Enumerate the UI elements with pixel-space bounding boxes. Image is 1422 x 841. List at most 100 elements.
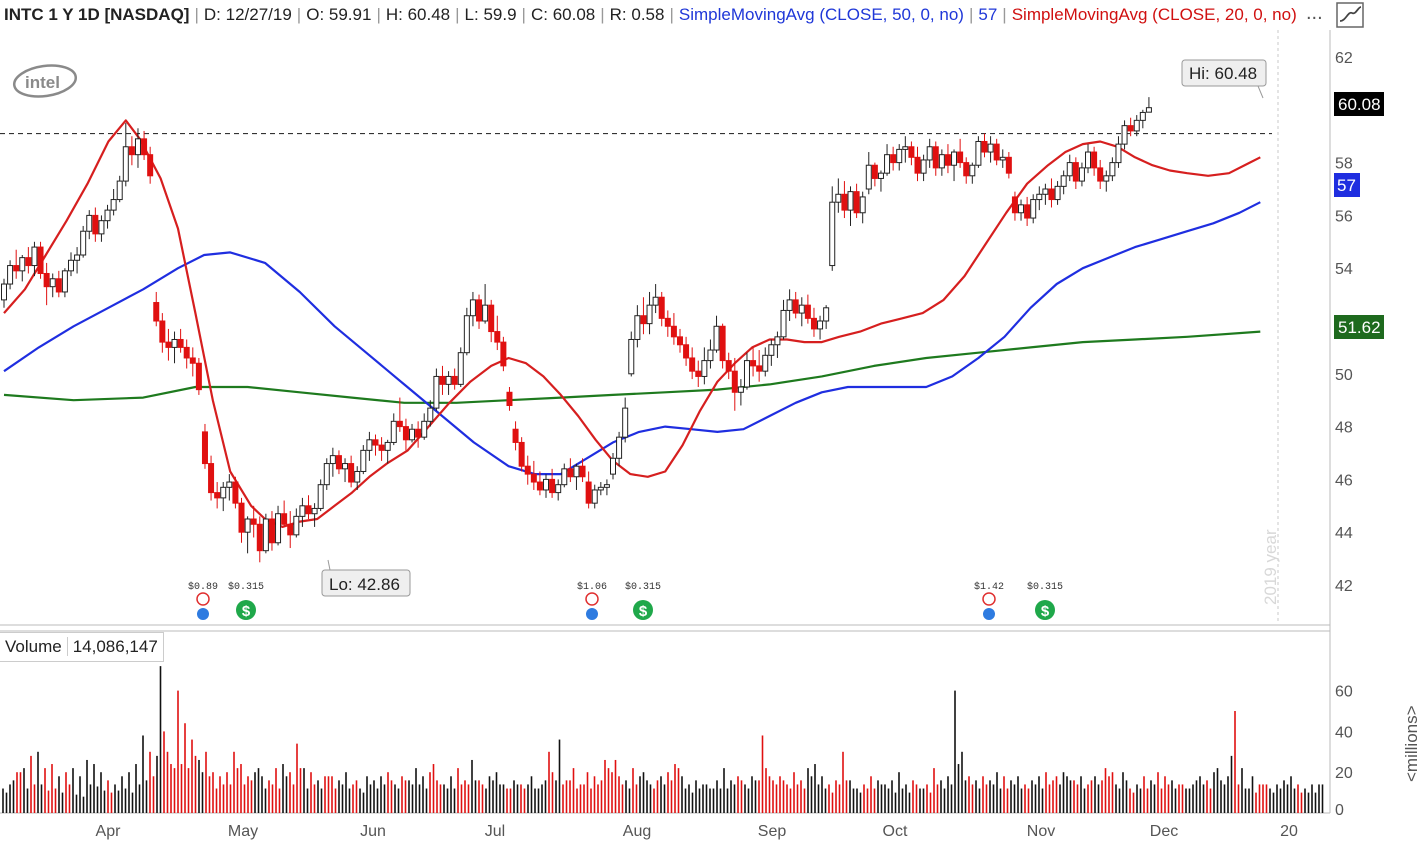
candle-body: [817, 320, 824, 330]
candle-body: [19, 257, 26, 272]
candle-body: [798, 304, 805, 314]
candle-body: [670, 325, 677, 338]
sma20-study-label[interactable]: SimpleMovingAvg (CLOSE, 20, 0, no): [1011, 5, 1297, 24]
candle-body: [737, 386, 744, 393]
candle-body: [110, 199, 117, 211]
x-tick-label: May: [228, 823, 258, 840]
candle-body: [268, 518, 275, 544]
candle-body: [396, 420, 403, 428]
candle-body: [823, 307, 830, 322]
earnings-event-marker[interactable]: $0.89: [188, 581, 218, 620]
candle-body: [999, 156, 1006, 161]
candle-body: [926, 146, 933, 161]
ohlc-range: R: 0.58: [609, 5, 665, 24]
candle-body: [1133, 119, 1140, 132]
candle-body: [567, 468, 574, 478]
earnings-event-marker[interactable]: $1.06: [577, 581, 607, 620]
candle-body: [37, 246, 44, 274]
candle-body: [524, 465, 531, 475]
candle-body: [189, 357, 196, 364]
volume-legend: Volume 14,086,147: [0, 632, 164, 662]
candle-body: [500, 341, 507, 367]
candle-body: [122, 146, 129, 182]
candle-body: [250, 518, 257, 525]
sma50-study-label[interactable]: SimpleMovingAvg (CLOSE, 50, 0, no): [678, 5, 964, 24]
candle-body: [86, 214, 93, 232]
candle-body: [104, 209, 111, 222]
dividend-event-marker[interactable]: $0.315 $: [625, 581, 661, 620]
candle-body: [1139, 111, 1146, 121]
volume-tick-label: 20: [1335, 765, 1353, 782]
candle-body: [908, 146, 915, 158]
x-tick-label: Oct: [883, 823, 908, 840]
sma50-study-value: 57: [978, 5, 998, 24]
x-tick-label: 20: [1280, 823, 1298, 840]
candle-body: [153, 302, 160, 322]
candle-body: [1030, 199, 1037, 219]
candle-body: [134, 138, 141, 156]
sma50-badge: [1334, 173, 1360, 197]
candle-body: [561, 468, 568, 486]
info-icon: [983, 608, 995, 620]
candle-body: [1097, 167, 1104, 182]
candle-body: [1, 283, 7, 301]
dividend-event-marker[interactable]: $0.315 $: [1027, 581, 1063, 620]
more-menu-icon[interactable]: ...: [1306, 2, 1323, 24]
candle-body: [287, 523, 294, 536]
candle-body: [597, 486, 604, 491]
candle-body: [159, 320, 166, 343]
x-tick-label: Sep: [758, 823, 787, 840]
candle-body: [1011, 196, 1018, 214]
candle-body: [859, 196, 866, 214]
candle-body: [1005, 156, 1012, 174]
chart-style-icon[interactable]: [1336, 2, 1364, 28]
dividend-event-marker[interactable]: $0.315 $: [228, 581, 264, 620]
candle-body: [482, 304, 489, 322]
candle-body: [220, 486, 227, 499]
candle-body: [579, 465, 586, 478]
axes: 42 44 46 48 50 54 56 58 62 0 20 40 60 Apr May Jun Jul Aug…: [96, 50, 1353, 840]
sma50-badge-text: 57: [1337, 176, 1356, 195]
candle-body: [311, 507, 318, 515]
dividend-symbol: $: [639, 603, 648, 620]
x-tick-label: Aug: [623, 823, 651, 840]
candle-body: [13, 265, 20, 272]
candle-body: [555, 484, 562, 494]
candle-body: [1024, 204, 1031, 219]
candle-body: [835, 193, 842, 203]
dividend-symbol: $: [1041, 603, 1050, 620]
symbol-label[interactable]: INTC 1 Y 1D [NASDAQ]: [4, 5, 190, 24]
volume-series: [2, 666, 1324, 813]
sma20-line-group: [3, 119, 1261, 528]
candle-body: [713, 325, 720, 351]
candle-body: [1018, 204, 1025, 214]
candle-body: [536, 481, 543, 491]
candle-body: [756, 365, 763, 372]
candle-body: [829, 201, 836, 267]
candle-body: [61, 270, 68, 293]
candle-body: [944, 154, 951, 166]
earnings-event-marker[interactable]: $1.42: [974, 581, 1004, 620]
candle-body: [232, 481, 239, 504]
candle-body: [244, 518, 251, 533]
sma200-line-group: [3, 330, 1261, 404]
candle-body: [238, 502, 245, 533]
candle-body: [512, 428, 519, 443]
event-markers[interactable]: $0.89 $0.315 $ $1.06 $0.315 $ $1.42 $0.315 $: [188, 581, 1063, 620]
volume-tick-label: 60: [1335, 684, 1353, 701]
earnings-icon: [982, 592, 996, 606]
callouts: Hi: 60.48 Lo: 42.86: [321, 59, 1267, 597]
candle-body: [293, 515, 300, 536]
candle-body: [402, 426, 409, 441]
candle-body: [147, 154, 154, 177]
candle-body: [731, 370, 738, 393]
high-callout: Hi: 60.48: [1181, 59, 1267, 99]
candle-body: [214, 492, 221, 499]
price-tick-label: 48: [1335, 420, 1353, 437]
candle-body: [463, 315, 470, 354]
candle-body: [938, 154, 945, 169]
x-tick-label: Jun: [360, 823, 386, 840]
candle-body: [74, 254, 81, 261]
event-label: $0.315: [1027, 581, 1063, 593]
